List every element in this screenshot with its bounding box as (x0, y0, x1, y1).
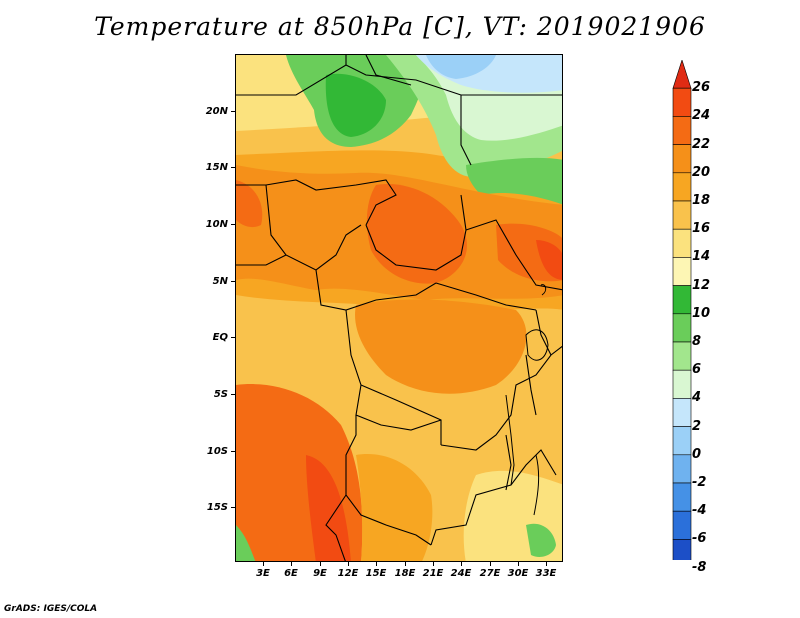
lat-label: 10N (205, 219, 228, 230)
colorbar-swatch (672, 510, 692, 540)
lat-tick (231, 451, 235, 452)
lat-label: EQ (212, 332, 228, 343)
colorbar-label: 16 (692, 221, 711, 237)
lat-tick (231, 281, 235, 282)
lon-tick (546, 562, 547, 566)
grads-credit: GrADS: IGES/COLA (4, 604, 98, 614)
colorbar-swatch (672, 482, 692, 512)
colorbar-label: 26 (692, 80, 711, 96)
colorbar-label: 10 (692, 305, 711, 321)
colorbar-label: -8 (692, 559, 707, 575)
lon-label: 24E (450, 568, 472, 579)
lon-label: 15E (365, 568, 387, 579)
colorbar-label: 22 (692, 136, 711, 152)
colorbar-swatch (672, 285, 692, 315)
colorbar-label: 12 (692, 277, 711, 293)
lat-tick (231, 337, 235, 338)
lon-label: 3E (256, 568, 270, 579)
colorbar-swatch (672, 454, 692, 484)
lon-tick (490, 562, 491, 566)
colorbar-swatch (672, 313, 692, 343)
temperature-map (235, 54, 563, 562)
colorbar-swatch (672, 60, 692, 89)
colorbar-label: 4 (692, 390, 702, 406)
colorbar-swatch (672, 426, 692, 456)
lon-label: 30E (507, 568, 529, 579)
colorbar-swatch (672, 172, 692, 202)
lon-tick (320, 562, 321, 566)
lon-label: 21E (422, 568, 444, 579)
colorbar-swatch (672, 200, 692, 230)
colorbar-swatch (672, 369, 692, 399)
temperature-field (236, 55, 562, 561)
lat-label: 15N (205, 162, 228, 173)
lon-tick (348, 562, 349, 566)
colorbar-swatch (672, 257, 692, 286)
lat-label: 10S (206, 446, 228, 457)
lat-label: 20N (205, 106, 228, 117)
colorbar-label: 20 (692, 164, 711, 180)
lon-tick (376, 562, 377, 566)
lon-tick (263, 562, 264, 566)
lon-tick (461, 562, 462, 566)
lon-tick (518, 562, 519, 566)
lon-label: 12E (337, 568, 359, 579)
colorbar-label: 2 (692, 418, 702, 434)
colorbar-swatch (672, 116, 692, 145)
colorbar-swatch (672, 87, 692, 117)
lon-label: 9E (313, 568, 327, 579)
lat-tick (231, 111, 235, 112)
colorbar-label: 0 (692, 446, 702, 462)
colorbar-swatch (672, 341, 692, 371)
colorbar-label: 6 (692, 362, 702, 378)
lat-tick (231, 507, 235, 508)
lon-tick (405, 562, 406, 566)
colorbar-label: 8 (692, 334, 702, 349)
colorbar-label: -2 (692, 475, 707, 490)
colorbar-swatch (672, 539, 692, 560)
lat-tick (231, 167, 235, 168)
colorbar (672, 60, 692, 560)
colorbar-label: -6 (692, 531, 707, 547)
colorbar-swatch (672, 144, 692, 174)
colorbar-swatch (672, 398, 692, 427)
colorbar-label: 24 (692, 108, 711, 124)
lat-label: 15S (206, 502, 228, 513)
lat-tick (231, 224, 235, 225)
lat-label: 5N (212, 276, 228, 287)
lon-label: 33E (535, 568, 557, 579)
map-title: Temperature at 850hPa [C], VT: 201902190… (94, 12, 706, 41)
colorbar-label: 18 (692, 193, 711, 208)
colorbar-swatch (672, 228, 692, 258)
lon-label: 27E (479, 568, 501, 579)
lon-label: 6E (284, 568, 298, 579)
lat-label: 5S (213, 389, 228, 400)
lon-tick (433, 562, 434, 566)
lon-tick (291, 562, 292, 566)
lat-tick (231, 394, 235, 395)
colorbar-label: 14 (692, 249, 711, 265)
lon-label: 18E (394, 568, 416, 579)
colorbar-label: -4 (692, 503, 707, 519)
